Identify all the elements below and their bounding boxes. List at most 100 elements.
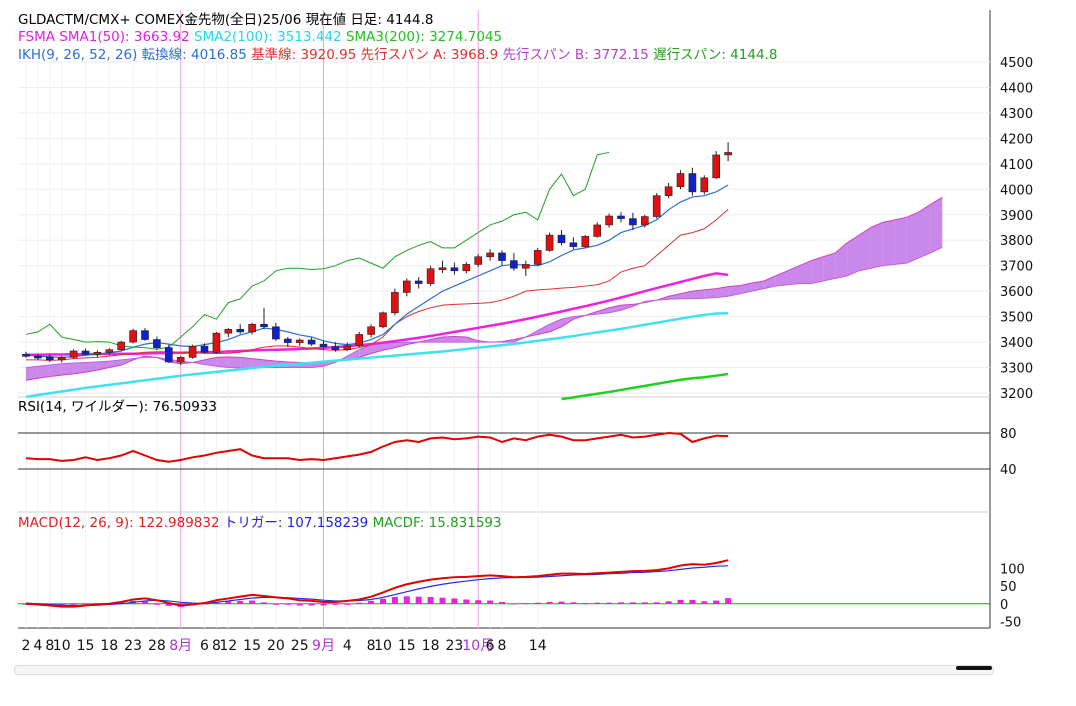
macdf-bar — [725, 598, 732, 604]
time-tick-label: 18 — [100, 638, 118, 654]
ichimoku-cloud-segment — [537, 324, 550, 335]
time-tick-label: 8月 — [169, 638, 192, 654]
macdf-bar — [380, 598, 386, 604]
time-tick-label: 4 — [33, 638, 42, 654]
price-tick-label: 3500 — [1000, 311, 1033, 326]
candle-body — [593, 224, 602, 237]
ichimoku-cloud-segment — [763, 275, 776, 289]
macdf-bar — [629, 602, 636, 604]
ichimoku-cloud-segment — [835, 242, 848, 279]
ichimoku-cloud-segment — [930, 197, 943, 253]
candle-body — [605, 215, 613, 226]
candle-body — [724, 152, 732, 156]
sma1-legend: FSMA SMA1(50): 3663.92 — [18, 29, 190, 45]
candle-body — [153, 339, 161, 348]
candle-body — [640, 216, 649, 226]
macdf-bar — [356, 602, 363, 604]
ichimoku-cloud-segment — [454, 336, 467, 343]
candle-body — [391, 292, 399, 314]
macdf-bar — [534, 602, 541, 604]
sma3-line — [561, 372, 729, 401]
candle-body — [22, 353, 30, 357]
macdf-bar — [510, 603, 517, 605]
macdf-bar — [308, 603, 315, 606]
ikh-legend: IKH(9, 26, 52, 26) 転換線: 4016.85 基準線: 392… — [18, 47, 777, 63]
candle-body — [557, 234, 566, 244]
macdf-bar — [142, 601, 148, 604]
span-a-legend: 先行スパン A: 3968.9 — [360, 47, 499, 63]
ichimoku-cloud-segment — [73, 362, 86, 374]
trigger-line — [25, 565, 729, 607]
candle-body — [617, 215, 625, 219]
candle-body — [664, 186, 673, 196]
candle-body — [474, 256, 483, 265]
macdf-bar — [296, 603, 303, 606]
macdf-bar — [439, 597, 446, 604]
macdf-bar — [618, 602, 624, 604]
ichimoku-cloud-segment — [775, 270, 788, 287]
candle-body — [260, 323, 268, 328]
candle-body — [652, 195, 661, 217]
candle-body — [81, 350, 90, 355]
price-tick-label: 4300 — [1000, 107, 1033, 122]
price-tick-label: 3800 — [1000, 234, 1033, 249]
time-tick-label: 6 — [200, 638, 209, 654]
rsi-legend: RSI(14, ワイルダー): 76.50933 — [18, 399, 217, 415]
macdf-bar — [594, 602, 601, 604]
price-tick-label: 4500 — [1000, 56, 1033, 71]
candle-body — [355, 334, 364, 347]
candle-body — [176, 357, 185, 363]
candle-body — [521, 264, 530, 269]
candle-body — [712, 154, 721, 179]
macdf-bar — [522, 603, 529, 605]
macd-value: MACD(12, 26, 9): 122.989832 — [18, 515, 220, 531]
macdf-bar — [153, 603, 160, 605]
ichimoku-cloud-segment — [882, 219, 895, 266]
macdf-bar — [249, 600, 256, 604]
price-tick-label: 3400 — [1000, 336, 1033, 351]
macdf-bar — [272, 603, 279, 605]
ichimoku-cloud-segment — [894, 217, 907, 265]
chart-scrollbar[interactable] — [14, 665, 994, 675]
ichimoku-cloud-segment — [26, 366, 38, 381]
macd-legend: MACD(12, 26, 9): 122.989832 トリガー: 107.15… — [18, 515, 502, 531]
ichimoku-cloud-segment — [859, 227, 871, 271]
ichimoku-cloud-segment — [799, 260, 812, 284]
macdf-bar — [403, 596, 410, 604]
time-tick-label: 15 — [398, 638, 416, 654]
macd-line — [25, 559, 729, 608]
rsi-tick-label: 40 — [1000, 463, 1017, 478]
macdf-bar — [713, 600, 720, 604]
ichimoku-cloud-segment — [728, 285, 740, 297]
ichimoku-cloud-segment — [609, 305, 621, 313]
macdf-bar — [546, 601, 553, 604]
candle-body — [533, 250, 542, 265]
time-tick-label: 8 — [45, 638, 54, 654]
ichimoku-cloud-segment — [549, 319, 562, 332]
macdf-bar — [261, 602, 267, 604]
chikou-legend: 遅行スパン: 4144.8 — [653, 47, 778, 63]
scrollbar-thumb[interactable] — [956, 666, 992, 670]
candle-body — [248, 323, 256, 333]
ichimoku-cloud-segment — [430, 336, 443, 343]
macdf-bar — [368, 600, 375, 604]
candle-body — [272, 326, 280, 340]
time-tick-label: 25 — [291, 638, 309, 654]
time-tick-label: 12 — [219, 638, 237, 654]
ichimoku-cloud-segment — [740, 283, 752, 294]
ichimoku-cloud-segment — [811, 256, 824, 284]
candle-body — [69, 350, 78, 358]
price-tick-label: 3200 — [1000, 387, 1033, 402]
ichimoku-cloud-segment — [49, 363, 62, 377]
tenkan-legend: IKH(9, 26, 52, 26) 転換線: 4016.85 — [18, 47, 247, 63]
ichimoku-cloud-segment — [918, 204, 931, 259]
macdf-bar — [582, 603, 589, 605]
time-tick-label: 8 — [498, 638, 507, 654]
sma-legend: FSMA SMA1(50): 3663.92 SMA2(100): 3513.4… — [18, 29, 502, 45]
macdf-bar — [653, 602, 660, 604]
macdf-bar — [689, 599, 696, 604]
candle-body — [688, 173, 697, 193]
rsi-tick-label: 80 — [1000, 427, 1017, 442]
macdf-bar — [165, 603, 172, 606]
time-tick-label: 9月 — [312, 638, 335, 654]
